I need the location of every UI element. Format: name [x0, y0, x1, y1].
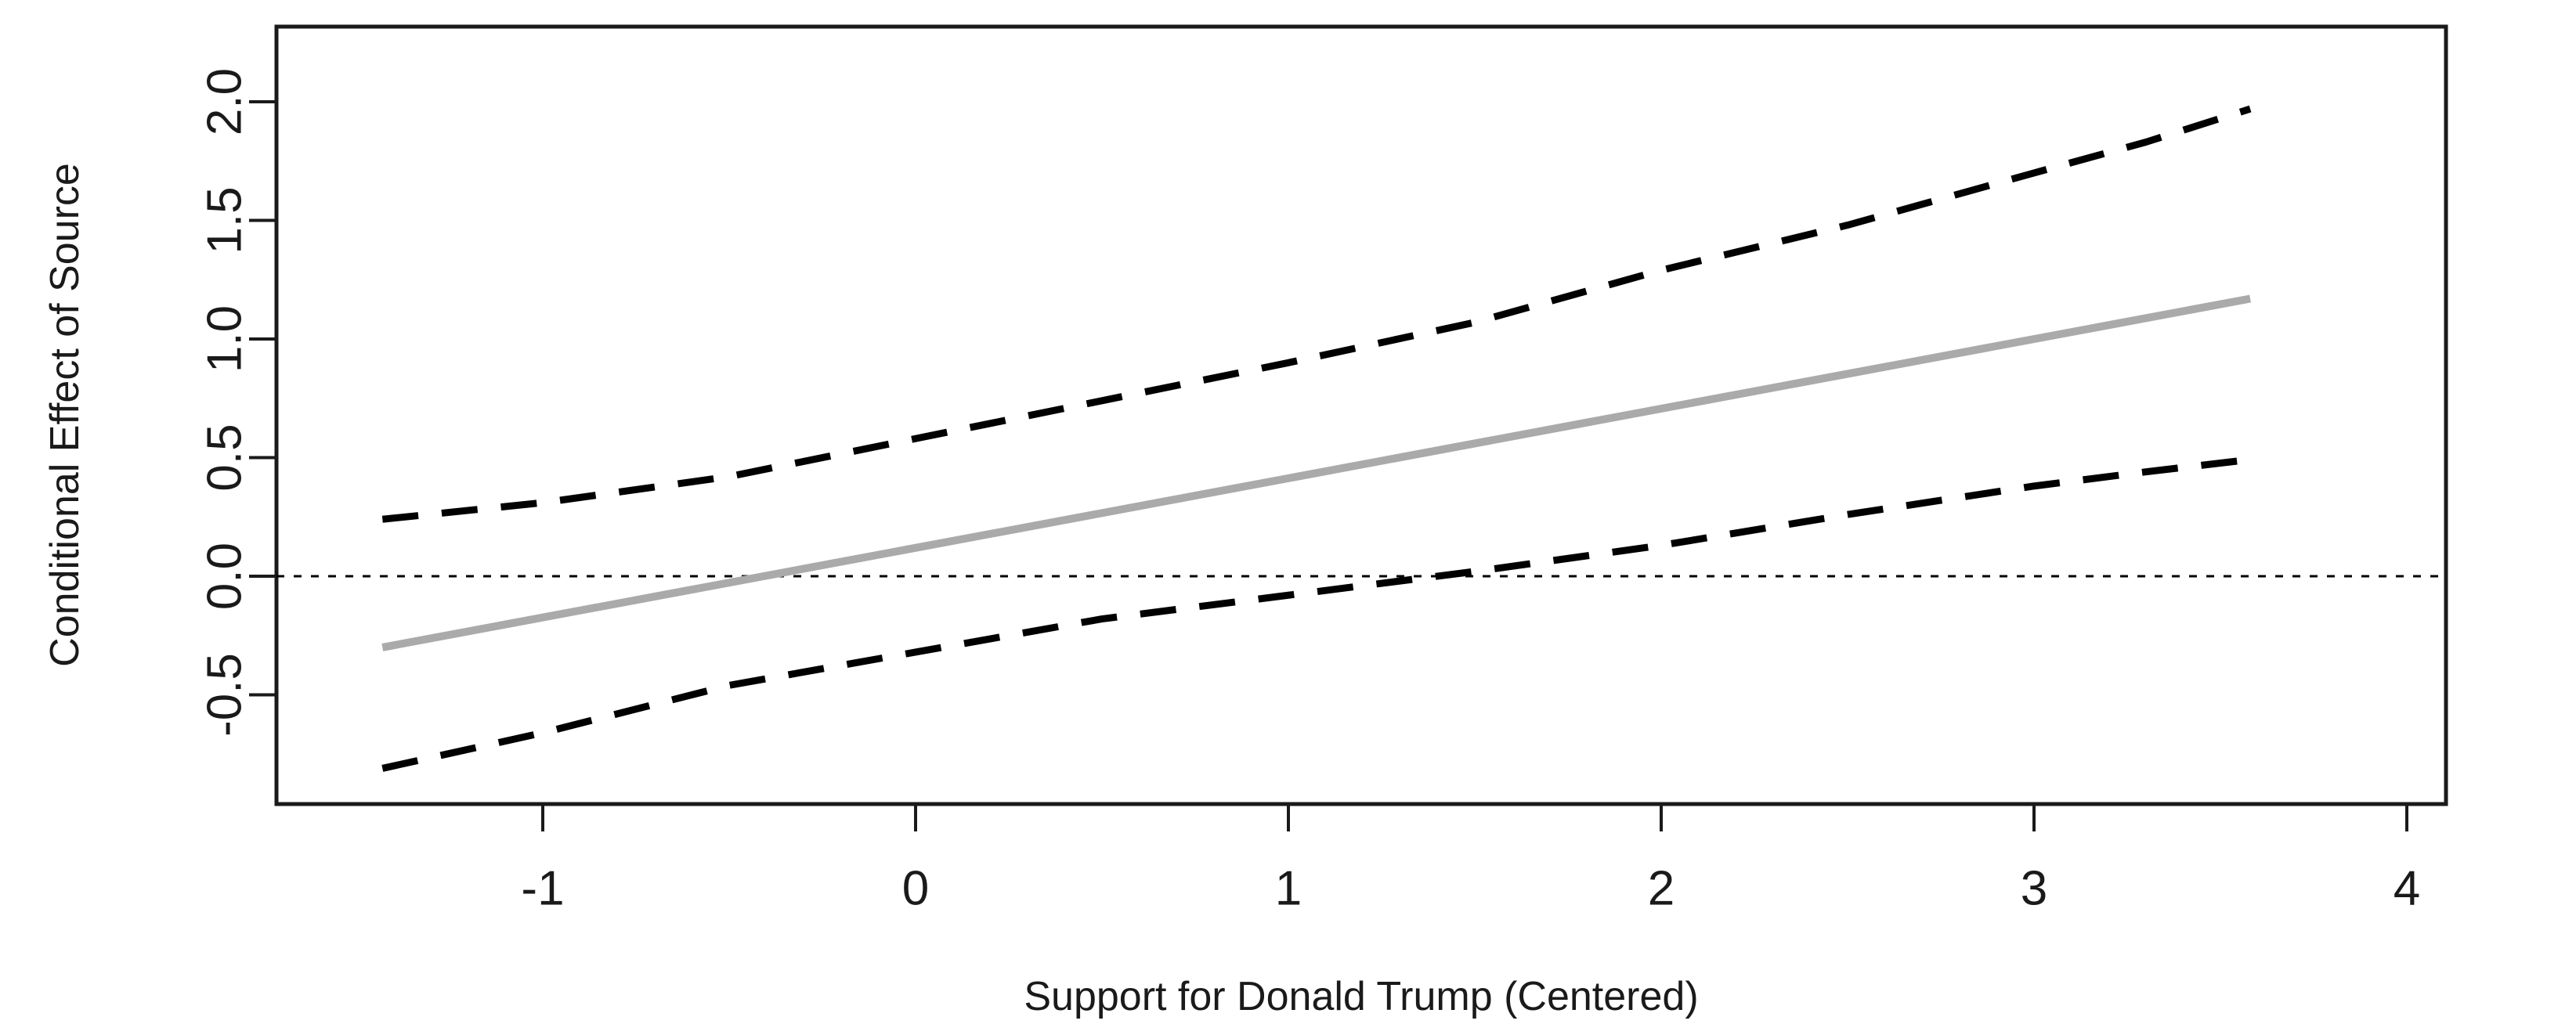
x-axis-title: Support for Donald Trump (Centered): [1024, 974, 1698, 1019]
x-tick-label: 1: [1275, 862, 1302, 916]
lower-95ci-line: [381, 456, 2247, 772]
x-tick-label: -1: [521, 862, 564, 916]
y-tick-label: 1.5: [198, 186, 252, 254]
plot-area-border: [274, 24, 2448, 806]
x-tick-label: 4: [2394, 862, 2420, 916]
y-axis-title: Conditional Effect of Source: [42, 163, 88, 667]
conditional-effect-estimate-line: [381, 294, 2251, 651]
y-tick-label: 2.0: [198, 68, 252, 135]
y-tick-label: 0.0: [198, 543, 252, 610]
x-tick-label: 2: [1648, 862, 1675, 916]
x-tick-label: 3: [2021, 862, 2047, 916]
x-tick-label: 0: [902, 862, 929, 916]
upper-95ci-line: [381, 105, 2252, 523]
y-tick-label: -0.5: [198, 653, 252, 737]
y-tick-label: 1.0: [198, 305, 252, 373]
y-tick-label: 0.5: [198, 424, 252, 491]
